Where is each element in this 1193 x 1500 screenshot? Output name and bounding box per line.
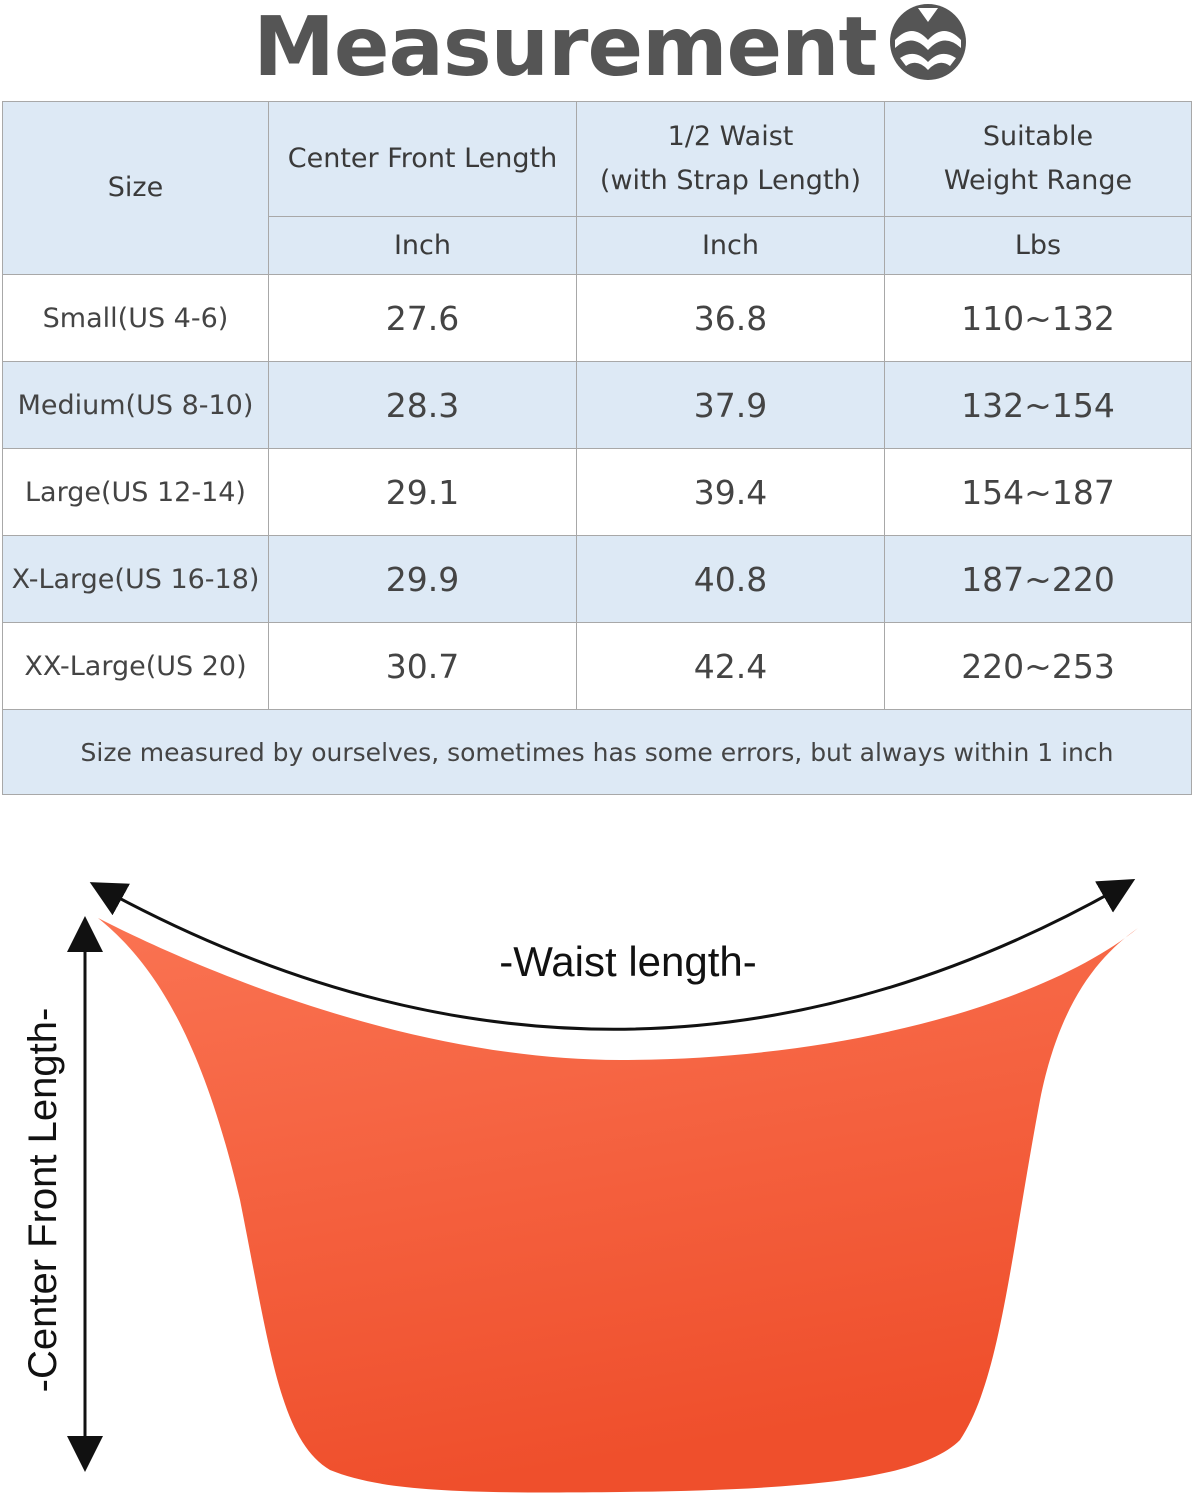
value-cell: 29.1 <box>268 448 577 536</box>
column-header: Suitable Weight Range <box>884 101 1192 217</box>
value-cell: 29.9 <box>268 535 577 623</box>
garment-shape <box>98 918 1138 1493</box>
value-cell: 132~154 <box>884 361 1192 449</box>
value-cell: 37.9 <box>576 361 885 449</box>
note: Size measured by ourselves, sometimes ha… <box>2 709 1192 795</box>
logo-icon <box>890 4 966 80</box>
unit-header: Lbs <box>884 216 1192 275</box>
waist-arrow <box>89 879 1136 1031</box>
size-cell: XX-Large(US 20) <box>2 622 269 710</box>
unit-header: Inch <box>576 216 885 275</box>
value-cell: 40.8 <box>576 535 885 623</box>
unit-header: Inch <box>268 216 577 275</box>
waist-label: -Waist length- <box>499 938 757 985</box>
value-cell: 187~220 <box>884 535 1192 623</box>
value-cell: 154~187 <box>884 448 1192 536</box>
column-header: Size <box>2 101 269 275</box>
value-cell: 28.3 <box>268 361 577 449</box>
size-table: Size Center Front Length 1/2 Waist (with S… <box>2 101 1192 795</box>
size-cell: Large(US 12-14) <box>2 448 269 536</box>
value-cell: 30.7 <box>268 622 577 710</box>
value-cell: 220~253 <box>884 622 1192 710</box>
length-label: -Center Front Length- <box>21 1008 65 1393</box>
size-cell: Small(US 4-6) <box>2 274 269 362</box>
size-cell: X-Large(US 16-18) <box>2 535 269 623</box>
value-cell: 27.6 <box>268 274 577 362</box>
size-cell: Medium(US 8-10) <box>2 361 269 449</box>
column-header: 1/2 Waist (with Strap Length) <box>576 101 885 217</box>
value-cell: 42.4 <box>576 622 885 710</box>
value-cell: 39.4 <box>576 448 885 536</box>
value-cell: 110~132 <box>884 274 1192 362</box>
title: Measurement <box>253 0 877 95</box>
column-header: Center Front Length <box>268 101 577 217</box>
value-cell: 36.8 <box>576 274 885 362</box>
